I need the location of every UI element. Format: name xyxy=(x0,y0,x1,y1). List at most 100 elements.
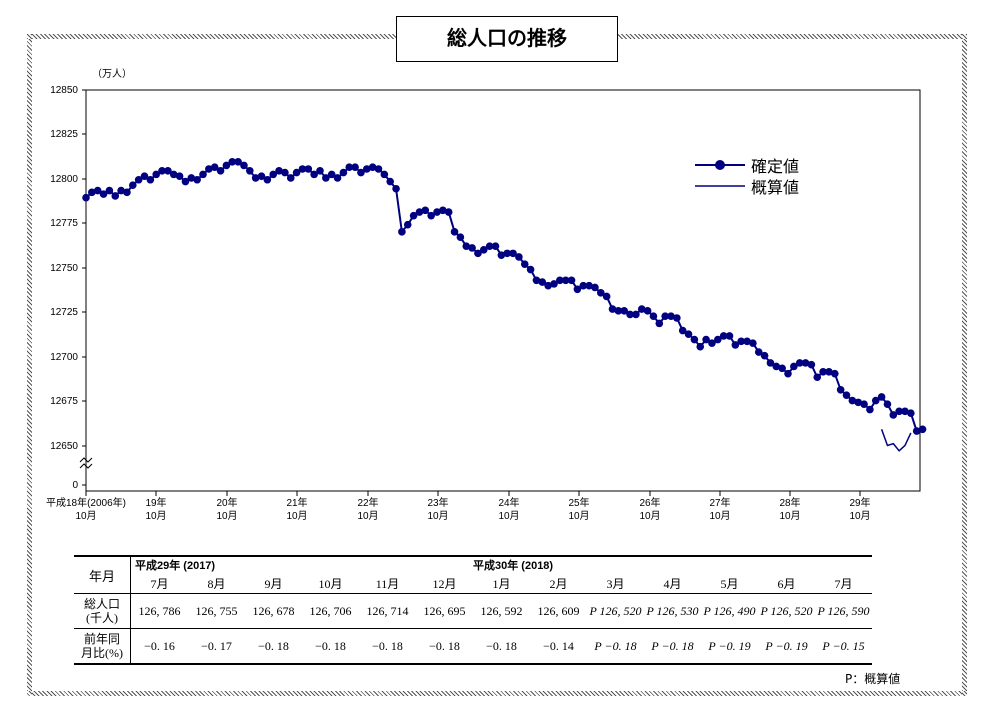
data-point xyxy=(626,310,634,319)
table-cell: −0. 18 xyxy=(302,628,359,665)
data-point xyxy=(503,249,512,258)
table-cell: P 126, 530 xyxy=(644,593,701,629)
data-point xyxy=(286,174,295,182)
data-point xyxy=(421,206,430,215)
x-tick-label-year: 19年 xyxy=(145,496,166,509)
data-point xyxy=(819,368,827,376)
data-point xyxy=(327,170,336,179)
data-point xyxy=(164,166,172,175)
data-point xyxy=(520,260,529,268)
data-point xyxy=(602,292,611,301)
data-point xyxy=(871,396,880,405)
x-tick-label-month: 10月 xyxy=(498,510,519,522)
data-point xyxy=(298,165,307,173)
data-point xyxy=(222,161,231,170)
table-month-header: 12月 xyxy=(416,573,473,594)
x-tick-label-year: 22年 xyxy=(357,496,378,509)
data-point xyxy=(912,427,921,435)
axis-break-mark xyxy=(79,457,93,469)
data-point xyxy=(895,407,903,416)
x-tick-label-month: 10月 xyxy=(849,510,870,522)
data-point xyxy=(228,158,237,166)
table-cell: 126, 592 xyxy=(473,593,530,629)
table-cell: 126, 714 xyxy=(359,593,416,629)
table-month-header: 7月 xyxy=(815,573,872,594)
y-tick-label: 12775 xyxy=(50,218,78,229)
data-point xyxy=(591,283,599,292)
data-point xyxy=(386,177,395,186)
data-point xyxy=(655,319,664,328)
table-month-header: 4月 xyxy=(644,573,701,594)
table-year-group: 平成29年 (2017) xyxy=(130,555,473,573)
data-point xyxy=(316,166,324,175)
data-point xyxy=(766,359,775,367)
table-month-header: 2月 xyxy=(530,573,587,594)
legend: 確定値 概算値 xyxy=(695,154,799,197)
data-point xyxy=(807,360,816,369)
data-point xyxy=(714,335,722,344)
data-point xyxy=(480,245,488,254)
data-point xyxy=(240,161,248,170)
data-point xyxy=(515,253,523,261)
table-month-header: 7月 xyxy=(130,573,188,594)
table-cell: −0. 18 xyxy=(473,628,530,665)
data-point xyxy=(275,166,283,175)
y-tick-label: 12650 xyxy=(50,441,78,452)
data-point xyxy=(532,276,541,285)
table-cell: P 126, 520 xyxy=(587,593,644,629)
data-point xyxy=(263,175,272,184)
data-point xyxy=(643,307,652,315)
x-tick-label-month: 10月 xyxy=(427,510,448,522)
population-table: 年月 平成29年 (2017) 平成30年 (2018) 7月 8月 9月 10月 11月 12… xyxy=(74,555,872,665)
y-tick-label: 12800 xyxy=(50,174,78,185)
y-tick-label: 12725 xyxy=(50,307,78,318)
data-point xyxy=(199,170,207,179)
table-cell: −0. 18 xyxy=(359,628,416,665)
table-cell: −0. 18 xyxy=(245,628,302,665)
y-tick-label: 12675 xyxy=(50,396,78,407)
legend-item-estimate: 概算値 xyxy=(695,175,799,197)
series-line-estimate xyxy=(880,429,912,452)
data-point xyxy=(345,163,354,171)
data-point xyxy=(784,369,792,378)
data-point xyxy=(889,411,898,419)
plot-area xyxy=(85,89,921,492)
table-cell: P −0. 19 xyxy=(758,628,815,665)
data-point xyxy=(257,172,266,180)
y-tick-label: 0 xyxy=(72,480,78,491)
data-point xyxy=(439,206,447,215)
data-point xyxy=(573,285,582,294)
data-point xyxy=(491,242,500,250)
data-point xyxy=(368,163,377,171)
data-point xyxy=(848,396,857,405)
data-point xyxy=(567,276,576,285)
series-line-confirmed xyxy=(85,160,923,433)
data-point xyxy=(760,351,769,360)
data-point xyxy=(690,335,699,344)
data-point xyxy=(304,165,313,173)
data-point xyxy=(158,166,166,175)
data-point xyxy=(778,364,786,373)
data-point xyxy=(146,175,155,184)
data-point xyxy=(608,305,617,313)
data-point xyxy=(632,310,640,319)
data-point xyxy=(497,251,506,259)
footnote: P：概算値 xyxy=(845,672,901,686)
data-point xyxy=(181,177,190,186)
data-point xyxy=(193,175,201,184)
table-cell: P 126, 520 xyxy=(758,593,815,629)
data-point xyxy=(105,186,114,195)
legend-line-marker-icon xyxy=(695,159,745,170)
table-month-header: 5月 xyxy=(701,573,758,594)
data-point xyxy=(743,337,751,346)
data-point xyxy=(251,174,260,182)
data-point xyxy=(374,165,383,173)
legend-item-confirmed: 確定値 xyxy=(695,154,799,176)
table-cell: −0. 16 xyxy=(130,628,188,665)
data-point xyxy=(702,335,710,344)
x-tick-label-year: 21年 xyxy=(286,496,307,509)
data-point xyxy=(719,332,728,340)
table-cell: P −0. 18 xyxy=(644,628,701,665)
data-point xyxy=(152,170,160,179)
chart-title: 総人口の推移 xyxy=(396,16,618,62)
